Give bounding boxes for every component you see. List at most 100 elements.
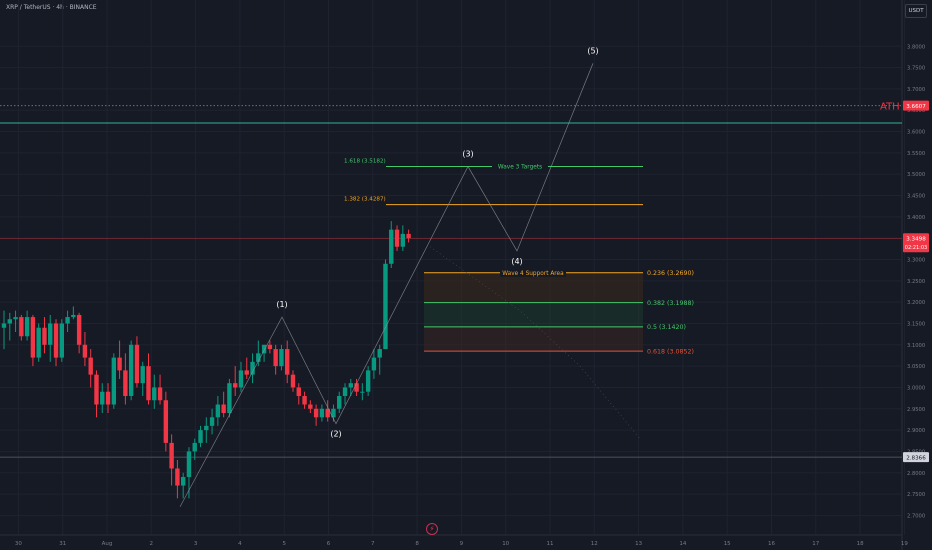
candle-body <box>53 323 59 358</box>
fib-zone-fill <box>424 272 643 303</box>
symbol-header[interactable]: XRP / TetherUS · 4h · BINANCE <box>6 4 97 11</box>
y-tick-label: 2.9000 <box>907 428 925 434</box>
candle-body <box>65 317 70 324</box>
candle-body <box>377 349 382 358</box>
wave4-label-bg <box>500 268 566 277</box>
wave3-zone-label: Wave 3 Targets <box>498 165 542 171</box>
x-tick-label: 6 <box>327 541 331 547</box>
y-tick-label: 3.4500 <box>907 194 925 200</box>
candle-body <box>302 395 307 405</box>
ath-price-tag: 3.6607 <box>906 104 926 110</box>
y-tick-label: 3.8000 <box>907 44 925 50</box>
fib-level-label: 0.382 (3.1988) <box>647 300 694 307</box>
candle-body <box>88 357 93 375</box>
x-tick-label: 12 <box>591 541 598 547</box>
candle-body <box>123 370 128 396</box>
candle-body <box>19 317 24 337</box>
wave-label: (5) <box>587 46 598 55</box>
wave-label: (1) <box>276 300 287 309</box>
lightning-icon[interactable]: ⚡ <box>426 523 438 535</box>
candle-body <box>296 387 301 396</box>
ath-label: ATH <box>880 102 900 113</box>
y-tick-label: 2.8000 <box>907 471 925 477</box>
support-price-tag-bg <box>903 452 929 463</box>
candle-body <box>256 353 261 362</box>
candle-body <box>140 366 145 384</box>
x-tick-label: 3 <box>194 541 198 547</box>
x-tick-label: Aug <box>102 541 113 547</box>
candle-body <box>175 468 180 486</box>
y-tick-label: 3.7000 <box>907 87 925 93</box>
candle-body <box>169 442 174 469</box>
candle-body <box>360 391 365 393</box>
candle-body <box>48 323 53 345</box>
y-tick-label: 3.2000 <box>907 300 925 306</box>
candle-body <box>163 400 169 443</box>
x-tick-label: 7 <box>371 541 375 547</box>
candle-body <box>71 314 76 318</box>
candle-body <box>273 349 278 367</box>
y-tick-label: 2.7500 <box>907 492 925 498</box>
candle-body <box>30 317 36 358</box>
candle-body <box>244 370 249 375</box>
candle-body <box>233 383 238 388</box>
y-tick-label: 3.0500 <box>907 364 925 370</box>
x-tick-label: 18 <box>857 541 864 547</box>
support-price-tag: 2.8366 <box>906 455 926 461</box>
y-tick-label: 3.5500 <box>907 151 925 157</box>
candle-body <box>134 344 140 384</box>
candle-body <box>383 263 388 350</box>
y-tick-label: 3.4000 <box>907 215 925 221</box>
x-tick-label: 14 <box>679 541 686 547</box>
candle-body <box>331 408 336 418</box>
y-tick-label: 3.1000 <box>907 343 925 349</box>
x-tick-label: 5 <box>282 541 286 547</box>
fib-level-label: 0.5 (3.1420) <box>647 324 686 331</box>
candle-body <box>221 404 226 414</box>
fib-zone-fill <box>424 326 643 352</box>
wave-path <box>179 63 594 508</box>
candle-body <box>204 425 209 431</box>
candle-body <box>111 357 117 405</box>
candle-body <box>24 317 30 337</box>
candle-body <box>267 344 273 350</box>
y-tick-label: 3.6500 <box>907 108 925 114</box>
candle-body <box>238 370 244 388</box>
x-tick-label: 15 <box>724 541 731 547</box>
wave-label: (4) <box>511 257 522 266</box>
candle-body <box>308 404 313 409</box>
wave4-zone-label: Wave 4 Support Area <box>502 271 564 277</box>
candle-body <box>400 233 406 247</box>
candle-body <box>128 344 134 396</box>
candle-body <box>36 327 41 358</box>
candle-body <box>180 477 186 486</box>
fib-level-label: 0.618 (3.0852) <box>647 348 694 355</box>
candle-body <box>13 317 18 320</box>
candle-body <box>186 451 192 478</box>
candle-body <box>325 408 330 418</box>
candle-body <box>227 383 232 414</box>
target-level-label: 1.382 (3.4287) <box>344 197 386 203</box>
candle-body <box>117 357 122 371</box>
y-tick-label: 3.2500 <box>907 279 925 285</box>
candle-body <box>94 374 99 405</box>
candle-body <box>7 319 12 324</box>
candle-body <box>279 349 284 367</box>
currency-button[interactable]: USDT <box>905 4 927 18</box>
candle-body <box>389 229 394 264</box>
x-tick-label: 11 <box>547 541 554 547</box>
x-tick-label: 17 <box>812 541 819 547</box>
y-tick-label: 3.3000 <box>907 258 925 264</box>
candle-body <box>192 442 197 452</box>
candle-body <box>261 344 267 354</box>
x-tick-label: 16 <box>768 541 775 547</box>
candle-body <box>313 408 319 418</box>
candle-body <box>198 430 203 443</box>
fib-level-label: 0.236 (3.2690) <box>647 270 694 277</box>
x-tick-label: 30 <box>15 541 22 547</box>
candle-body <box>59 323 64 358</box>
y-tick-label: 3.6000 <box>907 130 925 136</box>
candle-body <box>42 327 47 345</box>
x-tick-label: 2 <box>150 541 154 547</box>
